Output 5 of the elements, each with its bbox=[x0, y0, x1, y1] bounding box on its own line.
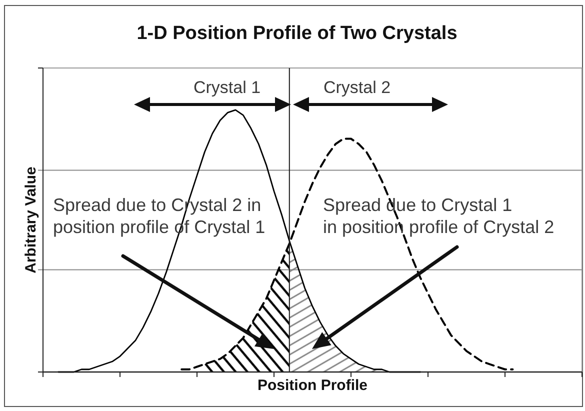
text: Crystal 1 bbox=[193, 78, 261, 97]
x-axis-title: Position Profile bbox=[257, 377, 368, 394]
chart-title: 1-D Position Profile of Two Crystals bbox=[136, 23, 458, 44]
y-axis-title: Arbitrary Value bbox=[22, 166, 40, 274]
text: Crystal 2 bbox=[323, 78, 391, 97]
